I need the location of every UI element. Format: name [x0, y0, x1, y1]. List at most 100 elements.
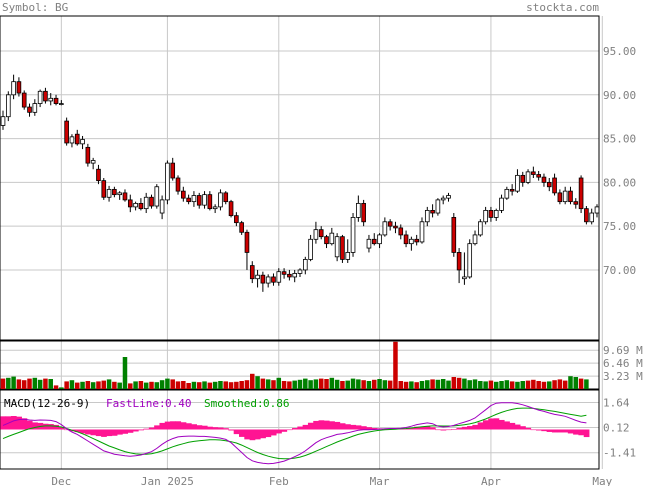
volume-bar — [165, 378, 170, 389]
candle-body — [472, 234, 478, 245]
candle-body — [419, 221, 425, 243]
volume-bar — [250, 373, 255, 389]
macd-tick-label: -1.41 — [603, 447, 636, 460]
volume-bar — [324, 379, 329, 389]
macd-histogram-bar — [366, 427, 372, 430]
macd-histogram-bar — [207, 426, 213, 430]
price-tick-label: 85.00 — [603, 133, 636, 146]
candle-body — [96, 168, 101, 182]
macd-histogram-bar — [355, 425, 362, 430]
macd-histogram-bar — [536, 429, 542, 431]
volume-bar — [329, 377, 335, 389]
macd-histogram-bar — [371, 428, 378, 430]
macd-histogram-bar — [514, 424, 521, 430]
volume-bar — [181, 381, 186, 389]
macd-histogram-bar — [583, 429, 590, 438]
volume-bar — [196, 382, 202, 389]
candle-body — [573, 201, 579, 205]
macd-histogram-bar — [445, 429, 452, 431]
volume-bar — [207, 382, 213, 389]
site-label: stockta.com — [526, 1, 599, 14]
candle-body — [159, 199, 165, 214]
volume-bar — [520, 381, 526, 389]
macd-histogram-bar — [228, 429, 235, 431]
macd-histogram-bar — [191, 424, 197, 430]
volume-bar — [212, 381, 218, 389]
macd-histogram-bar — [132, 429, 139, 432]
candle-body — [143, 196, 149, 210]
volume-bar — [228, 382, 234, 389]
volume-bar — [48, 379, 53, 389]
candle-body — [64, 120, 69, 144]
candle-body — [138, 202, 144, 210]
candle-body — [340, 236, 345, 260]
macd-histogram-bar — [276, 429, 282, 434]
candle-body — [584, 208, 589, 223]
candle-body — [43, 90, 48, 102]
macd-histogram-bar — [329, 421, 335, 430]
candle-body — [27, 106, 32, 113]
volume-bar — [271, 380, 276, 389]
candle-body — [170, 162, 176, 179]
candle-body — [478, 221, 483, 236]
volume-bar — [218, 381, 223, 389]
candle-body — [334, 236, 340, 258]
volume-bar — [186, 383, 191, 389]
macd-histogram-bar — [546, 429, 553, 432]
macd-histogram-bar — [42, 423, 49, 430]
volume-bar — [483, 381, 488, 389]
candle-body — [403, 234, 409, 245]
candle-body — [557, 192, 563, 203]
macd-histogram-bar — [164, 421, 171, 430]
macd-histogram-bar — [498, 419, 505, 430]
volume-bar — [101, 380, 107, 389]
candle-body — [59, 103, 64, 105]
macd-histogram-bar — [270, 429, 277, 436]
volume-bar — [112, 381, 117, 389]
macd-histogram-bar — [244, 429, 251, 440]
volume-bar — [541, 381, 547, 389]
volume-bar — [425, 380, 430, 389]
macd-histogram-bar — [334, 421, 341, 430]
volume-bar — [525, 380, 531, 389]
candle-body — [371, 238, 377, 245]
candle-body — [493, 209, 499, 218]
macd-histogram-bar — [451, 429, 457, 430]
volume-bar — [446, 380, 451, 389]
candle-body — [578, 177, 584, 210]
macd-histogram-bar — [249, 429, 256, 441]
macd-histogram-bar — [32, 422, 38, 430]
month-tick-label: Jan 2025 — [141, 475, 194, 486]
macd-histogram-bar — [302, 424, 309, 430]
candle-body — [318, 229, 324, 238]
volume-bar — [53, 385, 59, 389]
volume-bar — [128, 383, 133, 389]
macd-histogram-bar — [509, 422, 516, 430]
macd-histogram-bar — [63, 429, 70, 431]
macd-histogram-bar — [170, 421, 176, 430]
candle-body — [80, 139, 85, 145]
macd-histogram-bar — [403, 428, 410, 430]
volume-bar — [59, 387, 64, 389]
macd-histogram-bar — [578, 429, 585, 436]
candle-body — [292, 273, 298, 278]
candle-body — [212, 206, 218, 210]
candle-body — [101, 180, 107, 198]
volume-bar — [488, 380, 494, 389]
candle-body — [16, 81, 22, 94]
candlestick-layer — [0, 74, 600, 292]
macd-histogram-bar — [16, 416, 22, 430]
macd-histogram-bar — [117, 429, 123, 435]
candle-body — [308, 238, 313, 260]
candle-body — [90, 160, 96, 164]
candle-body — [552, 177, 557, 194]
macd-histogram-bar — [260, 429, 266, 439]
macd-histogram-bar — [562, 429, 569, 433]
volume-bar — [499, 381, 504, 389]
macd-histogram-bar — [254, 429, 261, 440]
symbol-label: Symbol: BG — [2, 1, 68, 14]
macd-histogram-bar — [101, 429, 107, 437]
candle-body — [0, 116, 6, 126]
candle-body — [117, 192, 122, 196]
macd-histogram-bar — [419, 426, 426, 430]
